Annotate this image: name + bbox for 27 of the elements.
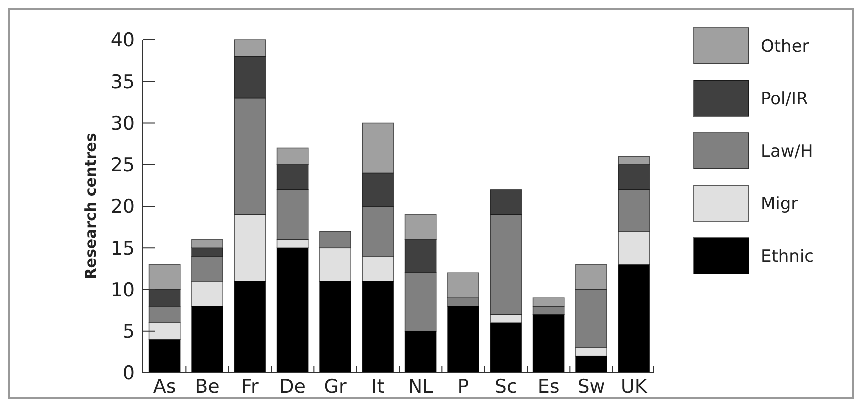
y-tick-label: 10: [110, 279, 135, 302]
y-tick-label: 30: [110, 112, 135, 135]
legend-label: Law/H: [761, 142, 814, 162]
y-tick-label: 5: [122, 321, 135, 344]
legend-label: Migr: [761, 194, 798, 214]
x-tick-label: It: [372, 376, 385, 398]
x-tick-label: Sc: [494, 376, 518, 398]
x-tick-label: NL: [408, 376, 434, 398]
x-tick-label: UK: [620, 376, 648, 398]
x-tick-label: De: [280, 376, 306, 398]
legend-label: Pol/IR: [761, 89, 809, 110]
legend-label: Ethnic: [761, 246, 814, 267]
y-tick-label: 20: [110, 196, 135, 218]
y-tick-label: 40: [110, 30, 135, 52]
x-tick-label: Sw: [578, 376, 606, 398]
x-tick-label: Es: [538, 376, 560, 398]
y-tick-label: 25: [110, 154, 135, 177]
x-tick-label: As: [153, 376, 176, 398]
x-tick-label: Gr: [324, 376, 347, 398]
y-axis-title: Research centres: [82, 133, 100, 280]
x-tick-label: Fr: [241, 376, 260, 398]
y-tick-label: 15: [110, 238, 135, 260]
y-tick-label: 35: [110, 71, 135, 94]
legend-label: Other: [761, 36, 810, 57]
x-tick-label: Be: [195, 376, 220, 398]
y-tick-label: 0: [122, 362, 135, 385]
x-tick-label: P: [458, 376, 470, 398]
